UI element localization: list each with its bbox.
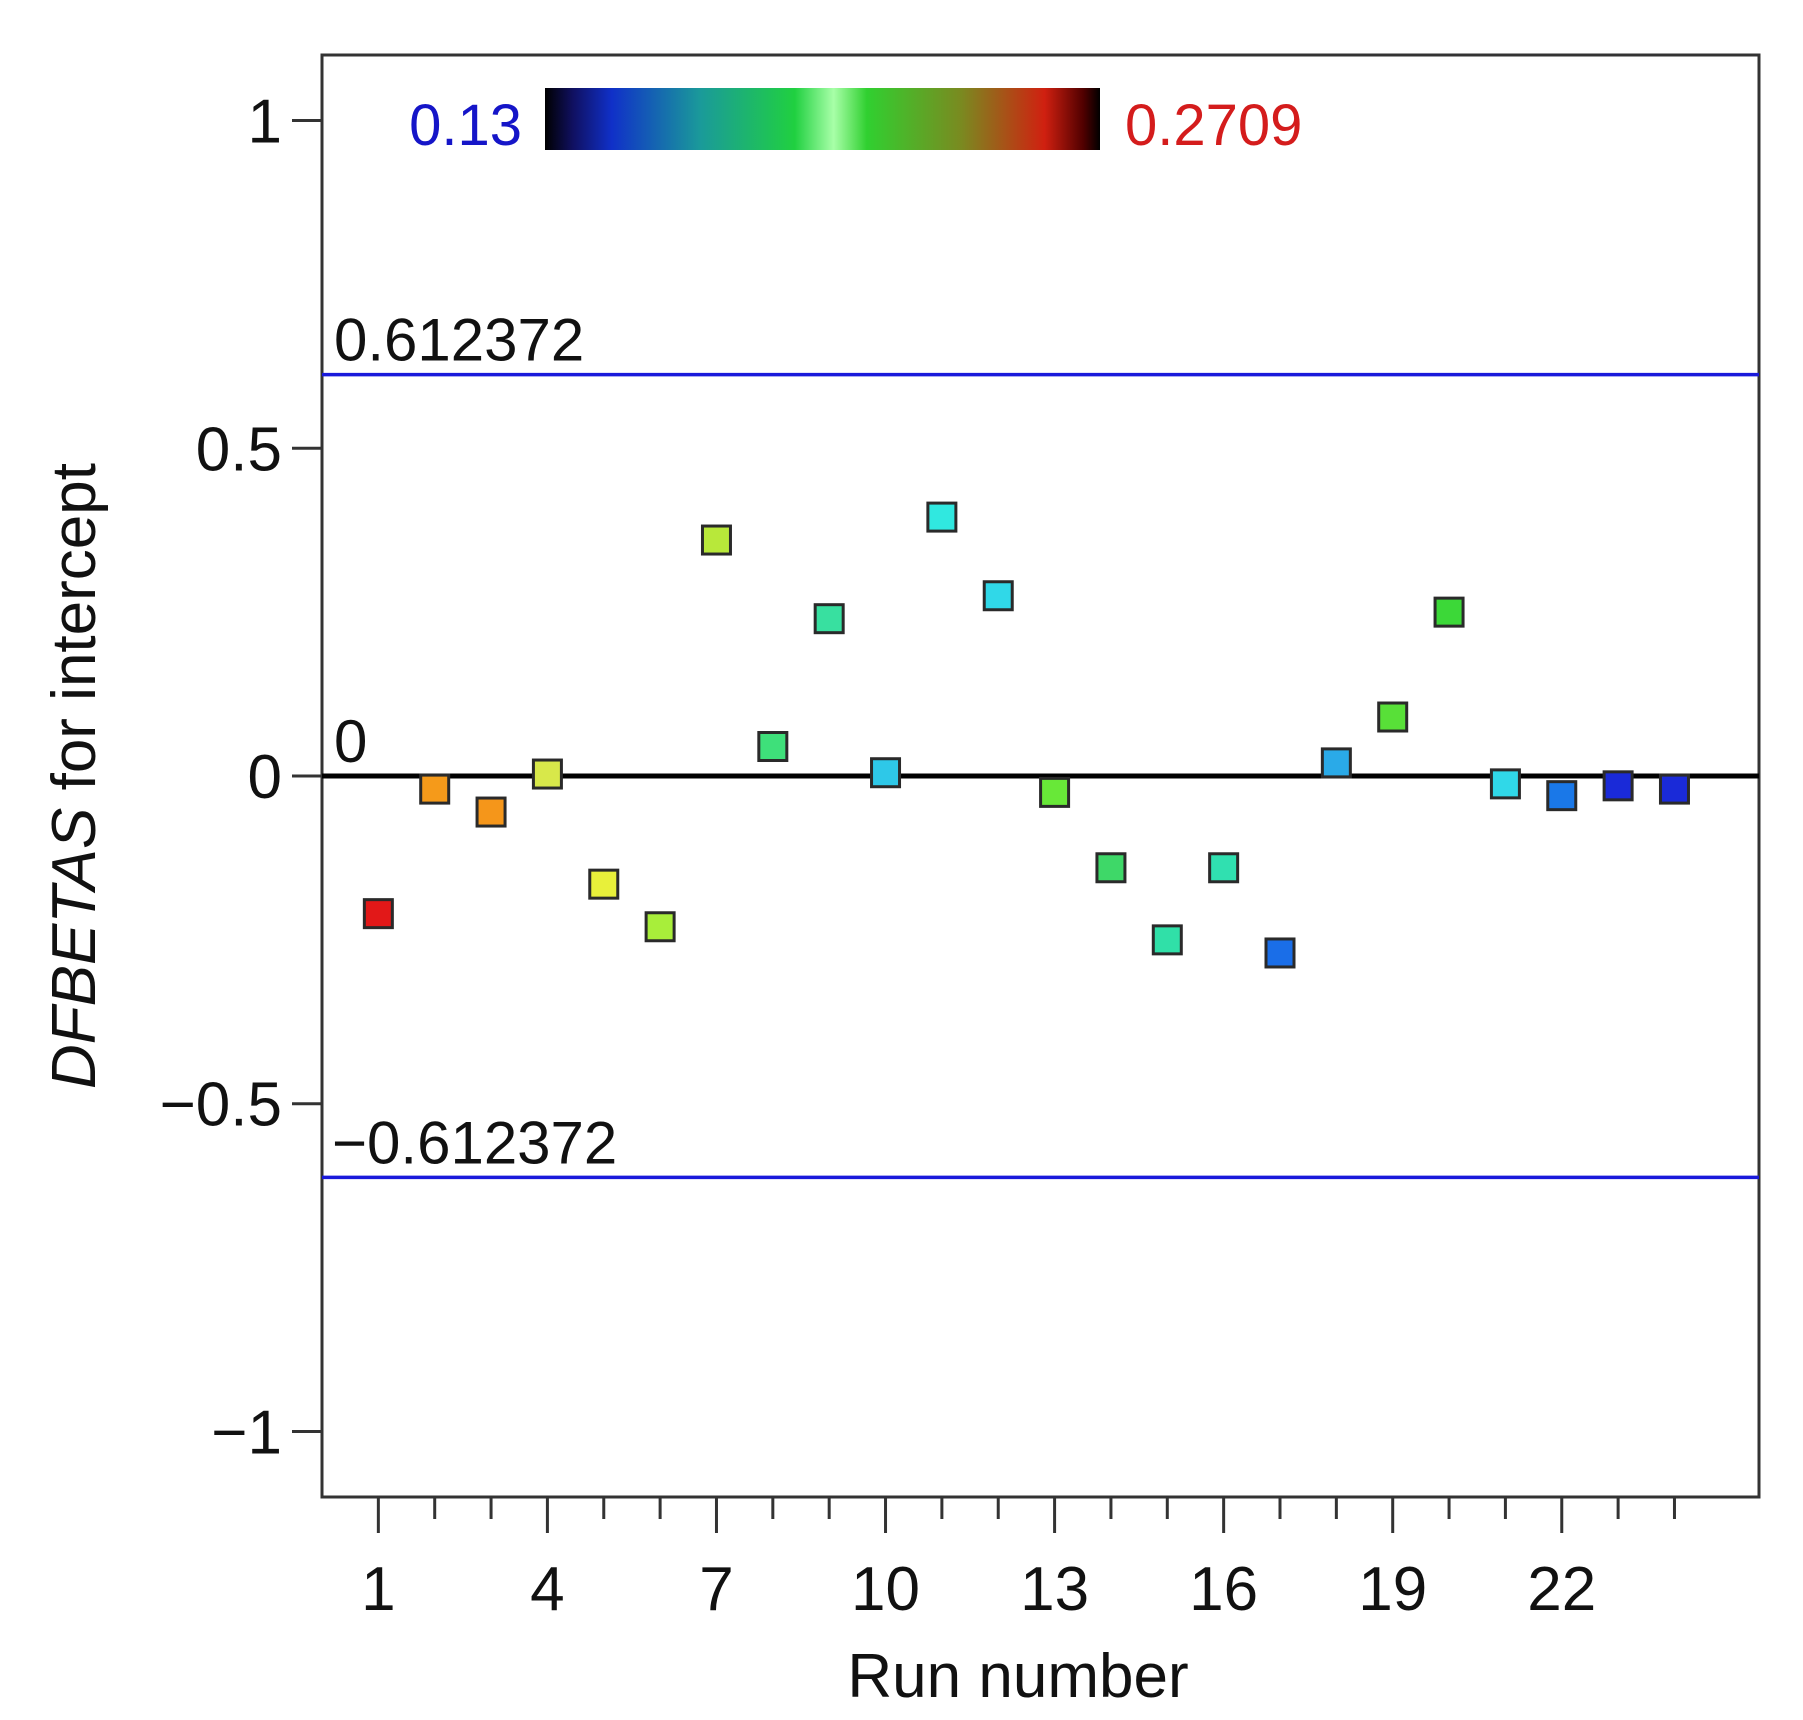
data-point-run-10 [870, 757, 902, 789]
reference-line-label-1: 0 [334, 708, 367, 775]
data-point-run-13 [1039, 776, 1071, 808]
data-point-run-18 [1320, 747, 1352, 779]
x-axis: 1 4 7 10 13 16 19 22 [361, 1497, 1676, 1624]
y-axis-title-rest: for intercept [40, 463, 109, 808]
reference-line-label-0: 0.612372 [334, 307, 584, 374]
y-tick-label-3: −0.5 [160, 1071, 282, 1140]
x-tick-label-22: 22 [1527, 1555, 1596, 1624]
y-tick-label-4: −1 [211, 1398, 282, 1467]
data-point-run-19 [1377, 701, 1409, 733]
data-point-run-24 [1658, 773, 1690, 805]
data-point-run-20 [1433, 596, 1465, 628]
data-point-run-22 [1546, 780, 1578, 812]
data-point-run-3 [475, 796, 507, 828]
y-tick-label-0: 1 [248, 88, 282, 157]
reference-line-label-2: −0.612372 [332, 1109, 617, 1176]
y-tick-label-1: 0.5 [196, 415, 282, 484]
x-axis-title: Run number [847, 1642, 1188, 1711]
x-tick-label-7: 7 [699, 1555, 733, 1624]
y-axis-title: DFBETAS for intercept [40, 463, 109, 1089]
data-point-run-12 [982, 580, 1014, 612]
x-tick-label-16: 16 [1189, 1555, 1258, 1624]
y-axis: 1 0.5 0 −0.5 −1 [160, 88, 322, 1467]
data-point-run-16 [1208, 852, 1240, 884]
y-tick-label-2: 0 [248, 743, 282, 812]
data-point-run-2 [419, 773, 451, 805]
colorbar-gradient [545, 88, 1100, 150]
data-point-run-14 [1095, 852, 1127, 884]
colorbar: 0.13 0.2709 [409, 88, 1302, 158]
data-point-run-21 [1489, 768, 1521, 800]
x-tick-label-4: 4 [530, 1555, 564, 1624]
data-point-run-15 [1151, 924, 1183, 956]
data-point-run-7 [700, 524, 732, 556]
data-point-run-1 [362, 898, 394, 930]
colorbar-min-label: 0.13 [409, 93, 522, 158]
data-point-run-9 [813, 603, 845, 635]
data-point-run-8 [757, 731, 789, 763]
y-axis-title-italic: DFBETAS [40, 808, 109, 1089]
x-tick-label-13: 13 [1020, 1555, 1089, 1624]
data-points [362, 501, 1690, 969]
data-point-run-23 [1602, 770, 1634, 802]
x-tick-label-1: 1 [361, 1555, 395, 1624]
x-tick-label-10: 10 [851, 1555, 920, 1624]
data-point-run-17 [1264, 937, 1296, 969]
data-point-run-11 [926, 501, 958, 533]
data-point-run-6 [644, 911, 676, 943]
data-point-run-5 [588, 868, 620, 900]
data-point-run-4 [531, 758, 563, 790]
colorbar-max-label: 0.2709 [1125, 93, 1302, 158]
x-tick-label-19: 19 [1358, 1555, 1427, 1624]
